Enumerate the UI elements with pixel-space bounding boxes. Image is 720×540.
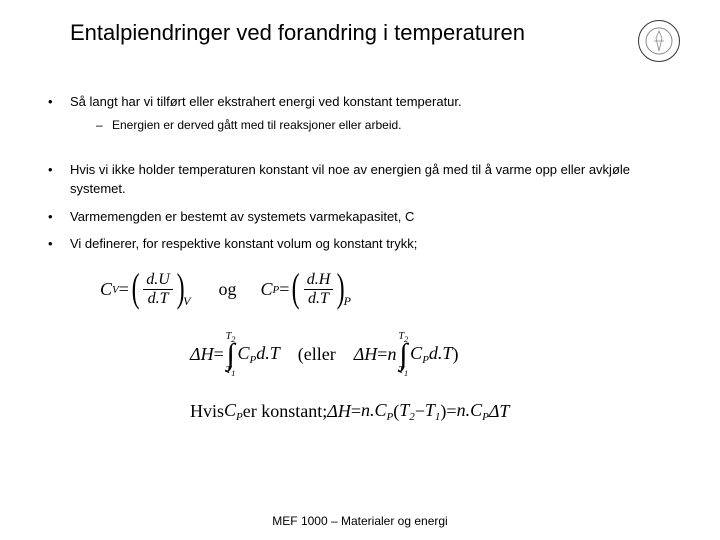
eller-text: (eller	[298, 344, 336, 365]
hvis-text: Hvis	[190, 401, 224, 422]
T2t: T2	[399, 400, 415, 423]
sym-P-sub: P	[272, 284, 279, 296]
dH-sym: ΔH	[190, 344, 214, 365]
konst-text: er konstant;	[243, 401, 327, 422]
sub-P: P	[344, 294, 351, 309]
sub-V: V	[183, 294, 190, 309]
bullet-list: Så langt har vi tilført eller ekstrahert…	[40, 92, 680, 134]
eq3b: =	[446, 401, 456, 422]
bullet-1-text: Så langt har vi tilført eller ekstrahert…	[70, 94, 462, 109]
equation-cv-cp: CV = ( d.Ud.T ) V og CP = ( d.Hd.T ) P	[100, 270, 680, 310]
bullet-1-sub: Energien er derved gått med til reaksjon…	[92, 116, 680, 134]
lparen: (	[132, 268, 140, 308]
slide-title: Entalpiendringer ved forandring i temper…	[40, 20, 525, 46]
T1t: T1	[425, 400, 441, 423]
integral-2: T2 ∫ T1	[398, 332, 408, 379]
bullet-3: Varmemengden er bestemt av systemets var…	[40, 207, 680, 227]
footer-text: MEF 1000 – Materialer og energi	[0, 514, 720, 528]
frac-dH-dT: d.Hd.T	[304, 271, 334, 307]
Cp-int: CPd.T	[237, 343, 279, 366]
sym-C2: C	[260, 279, 272, 300]
og-text: og	[218, 279, 236, 300]
eq-sym: =	[214, 344, 224, 365]
Cp-int2: CPd.T	[410, 343, 452, 366]
eq3a: =	[351, 401, 361, 422]
nCp: n.CP	[361, 400, 393, 423]
bullet-4: Vi definerer, for respektive konstant vo…	[40, 234, 680, 254]
sym-C: C	[100, 279, 112, 300]
Cp-txt: CP	[224, 400, 243, 423]
lparen2: (	[292, 268, 300, 308]
bullet-1: Så langt har vi tilført eller ekstrahert…	[40, 92, 680, 134]
sym-eq: =	[119, 279, 129, 300]
equations-block: CV = ( d.Ud.T ) V og CP = ( d.Hd.T ) P Δ…	[100, 270, 680, 424]
dH3: ΔH	[327, 401, 351, 422]
n-sym: n	[387, 344, 396, 365]
minus: −	[415, 401, 425, 422]
frac-dU-dT: d.Ud.T	[143, 271, 173, 307]
DT: ΔT	[489, 401, 510, 422]
nCp2: n.CP	[457, 400, 489, 423]
bullet-list-2: Hvis vi ikke holder temperaturen konstan…	[40, 160, 680, 254]
close-paren: )	[452, 344, 458, 365]
equation-integral: ΔH = T2 ∫ T1 CPd.T (eller ΔH = n T2 ∫ T1…	[190, 332, 680, 379]
integral-1: T2 ∫ T1	[226, 332, 236, 379]
university-seal-icon	[638, 20, 680, 62]
bullet-2: Hvis vi ikke holder temperaturen konstan…	[40, 160, 680, 199]
eq-sym2: =	[377, 344, 387, 365]
sym-eq2: =	[279, 279, 289, 300]
equation-constant: Hvis CP er konstant; ΔH = n.CP ( T2 − T1…	[190, 400, 680, 423]
sym-V-sub: V	[112, 284, 119, 296]
dH-sym2: ΔH	[354, 344, 378, 365]
